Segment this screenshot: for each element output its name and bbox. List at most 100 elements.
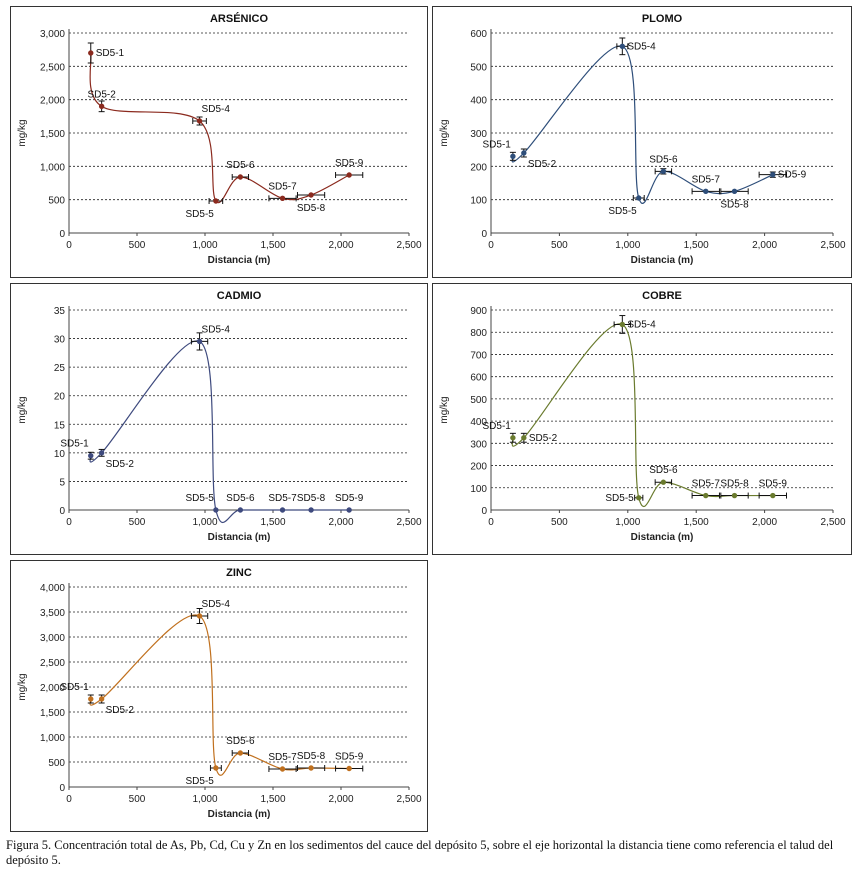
chart-cadmio: CADMIO 0 5 10 15 20 25 30 35 0 500 1,000 1,500 2,000 2… [17,290,422,543]
chart-4-data-point [213,765,219,771]
chart-0-series-line [89,52,350,204]
chart-2-xtick-label: 1,000 [192,517,217,528]
chart-2-data-point [88,453,94,459]
chart-3-point-label: SD5-8 [720,479,749,490]
chart-0-ytick-label: 2,500 [40,62,65,73]
chart-1-point-label: SD5-7 [692,174,721,185]
chart-arsenico: ARSÉNICO 0 500 1,000 1,500 2,000 2,500 3,000 0 50… [17,12,422,266]
chart-2-ytick-label: 35 [54,306,66,317]
chart-0-ytick-label: 0 [59,229,65,240]
chart-2-point-label: SD5-1 [60,439,89,450]
chart-4-point-label: SD5-1 [60,682,89,693]
chart-2-point-label: SD5-2 [106,459,135,470]
chart-3-data-point [731,492,738,499]
chart-2-ytick-label: 30 [54,335,66,346]
chart-3-ytick-label: 800 [470,328,487,339]
chart-2-ytick-label: 5 [59,477,65,488]
chart-panel-cadmio: CADMIO 0 5 10 15 20 25 30 35 0 500 1,000 1,500 2,000 2… [10,283,428,555]
chart-4-ytick-label: 2,000 [40,683,65,694]
chart-2-point-label: SD5-4 [202,324,231,335]
chart-4-point-label: SD5-8 [297,751,326,762]
chart-0-ytick-label: 3,000 [40,29,65,40]
chart-0-xtick-label: 2,500 [396,240,421,251]
chart-3-xtick-label: 0 [488,517,494,528]
chart-2-data-point [196,338,203,345]
chart-4-point-label: SD5-4 [202,599,231,610]
chart-4-xtick-label: 2,500 [396,794,421,805]
chart-0-point-label: SD5-9 [335,158,364,169]
chart-1-data-point [770,171,776,178]
chart-0-point-label: SD5-8 [297,203,326,214]
chart-1-point-label: SD5-2 [528,159,557,170]
chart-1-xtick-label: 2,000 [752,240,777,251]
chart-3-ytick-label: 500 [470,395,487,406]
chart-3-point-label: SD5-6 [649,465,678,476]
chart-0-ytick-label: 2,000 [40,96,65,107]
chart-3-ytick-label: 900 [470,306,487,317]
chart-4-data-point [237,750,244,756]
chart-2-point-label: SD5-5 [186,493,215,504]
chart-1-xlabel: Distancia (m) [631,255,694,266]
chart-3-data-point [521,435,527,441]
chart-plomo: PLOMO 0 100 200 300 400 500 600 0 500 1,000 1,500 2,… [439,13,846,266]
chart-0-xlabel: Distancia (m) [208,255,271,266]
chart-1-data-point [636,195,642,201]
chart-panel-cobre: COBRE 0 100 200 300 400 500 600 700 800 900 0 500 1,0… [432,283,852,555]
chart-4-point-label: SD5-5 [186,776,215,787]
chart-4-point-label: SD5-6 [226,736,255,747]
chart-3-data-point [619,321,626,328]
chart-1-data-point [619,43,626,50]
chart-0-ylabel: mg/kg [17,119,28,146]
chart-4-point-label: SD5-9 [335,752,364,763]
chart-4-ylabel: mg/kg [17,673,28,700]
chart-4-ytick-label: 3,000 [40,633,65,644]
chart-1-series-line [511,45,774,204]
chart-0-data-point [346,172,352,178]
chart-4-xtick-label: 1,000 [192,794,217,805]
chart-0-xtick-label: 1,000 [192,240,217,251]
chart-3-data-point [770,492,776,499]
chart-3-ytick-label: 0 [481,506,487,517]
chart-4-data-point [308,765,314,771]
chart-4-xtick-label: 1,500 [260,794,285,805]
chart-2-xtick-label: 1,500 [260,517,285,528]
chart-3-ytick-label: 100 [470,484,487,495]
chart-1-xtick-label: 0 [488,240,494,251]
chart-0-ytick-label: 1,500 [40,129,65,140]
chart-3-xtick-label: 2,500 [820,517,845,528]
chart-3-xtick-label: 1,500 [684,517,709,528]
chart-3-data-point [636,495,642,501]
chart-0-point-label: SD5-4 [202,104,231,115]
chart-1-ytick-label: 400 [470,96,487,107]
chart-1-point-label: SD5-1 [483,139,512,150]
chart-4-ytick-label: 0 [59,783,65,794]
chart-4-ytick-label: 2,500 [40,658,65,669]
chart-4-point-label: SD5-7 [268,752,297,763]
chart-0-data-point [237,174,244,180]
chart-1-xtick-label: 2,500 [820,240,845,251]
chart-2-data-point [346,507,352,513]
chart-2-ylabel: mg/kg [17,396,28,423]
chart-2-ytick-label: 0 [59,506,65,517]
chart-2-point-label: SD5-8 [297,493,326,504]
chart-4-ytick-label: 500 [48,758,65,769]
chart-4-data-point [88,696,94,702]
chart-3-point-label: SD5-1 [483,421,512,432]
chart-4-data-point [98,696,105,702]
chart-3-ylabel: mg/kg [439,396,450,423]
chart-4-ytick-label: 1,000 [40,733,65,744]
chart-3-ytick-label: 300 [470,439,487,450]
chart-4-xtick-label: 2,000 [328,794,353,805]
chart-4-xlabel: Distancia (m) [208,809,271,820]
chart-4-ytick-label: 1,500 [40,708,65,719]
chart-panel-plomo: PLOMO 0 100 200 300 400 500 600 0 500 1,000 1,500 2,… [432,6,852,278]
chart-4-xtick-label: 500 [129,794,146,805]
chart-0-data-point [88,50,94,56]
chart-0-point-label: SD5-2 [87,89,116,100]
chart-1-data-point [510,153,516,160]
chart-0-data-point [308,192,314,198]
chart-1-point-label: SD5-6 [649,154,678,165]
chart-3-point-label: SD5-4 [627,319,656,330]
chart-4-ytick-label: 3,500 [40,608,65,619]
chart-3-xtick-label: 1,000 [615,517,640,528]
